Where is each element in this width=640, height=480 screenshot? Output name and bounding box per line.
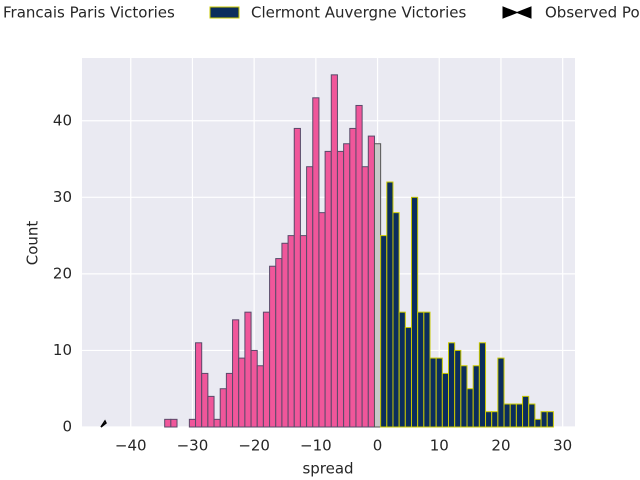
histogram-bar: [522, 395, 530, 428]
histogram-bar: [336, 150, 345, 428]
histogram-bar: [269, 265, 277, 428]
legend-label: Clermont Auvergne Victories: [251, 4, 466, 22]
histogram-bar: [373, 143, 382, 428]
histogram-bar: [330, 74, 338, 428]
histogram-bar: [312, 97, 320, 428]
histogram-bar: [262, 311, 271, 428]
y-tick-label: 40: [53, 111, 72, 129]
histogram-bar: [441, 372, 450, 428]
y-tick-label: 10: [53, 341, 72, 359]
x-tick-label: 20: [491, 437, 510, 455]
histogram-bar: [454, 349, 462, 428]
y-tick-label: 20: [53, 264, 72, 282]
histogram-bar: [466, 388, 474, 428]
histogram-bar: [244, 311, 252, 428]
histogram-bar: [306, 166, 314, 428]
histogram-bar: [164, 418, 172, 428]
histogram-bar: [324, 150, 332, 428]
histogram-bar: [448, 342, 456, 428]
x-tick-label: −20: [238, 437, 270, 455]
histogram-bar: [503, 403, 511, 428]
histogram-bar: [349, 127, 357, 428]
histogram-bar: [478, 342, 487, 428]
histogram-bar: [355, 104, 363, 428]
x-tick-label: 10: [430, 437, 449, 455]
x-axis-label: spread: [302, 460, 353, 478]
histogram-bar: [386, 181, 394, 428]
histogram-bar: [398, 311, 406, 428]
histogram-bar: [256, 365, 264, 428]
x-tick-label: −10: [300, 437, 332, 455]
y-tick-label: 30: [53, 188, 72, 206]
histogram-bar: [201, 372, 209, 428]
legend-label: Francais Paris Victories: [3, 4, 175, 22]
histogram-bar: [435, 357, 443, 428]
histogram-bar: [460, 365, 468, 428]
histogram-bar: [219, 388, 227, 428]
legend-patch: [209, 6, 240, 19]
histogram-bar: [509, 403, 517, 428]
x-tick-label: −40: [115, 437, 147, 455]
histogram-bar: [423, 311, 431, 428]
histogram-bar: [213, 418, 221, 428]
observed-point: [100, 419, 107, 428]
histogram-bar: [275, 258, 283, 428]
histogram-bar: [207, 395, 215, 428]
histogram-bar: [318, 212, 326, 428]
histogram-bar: [343, 143, 351, 428]
y-axis-label: Count: [24, 221, 42, 266]
histogram-bar: [404, 326, 412, 428]
histogram-bar: [361, 166, 369, 428]
histogram-bar: [380, 235, 388, 428]
x-tick-label: 30: [553, 437, 572, 455]
histogram-bar: [281, 242, 289, 428]
histogram-bar: [429, 357, 437, 428]
histogram-bar: [417, 311, 425, 428]
histogram-bar: [232, 319, 240, 428]
histogram-bar: [170, 418, 178, 428]
x-tick-label: 0: [373, 437, 383, 455]
histogram-bar: [367, 135, 375, 428]
histogram-bar: [485, 411, 493, 428]
histogram-bar: [293, 127, 301, 428]
histogram-bar: [515, 403, 524, 428]
legend-label: Observed Po: [545, 4, 640, 22]
histogram-bar: [188, 418, 197, 428]
histogram-bar: [497, 357, 505, 428]
histogram-bar: [410, 196, 419, 428]
histogram-bar: [287, 235, 295, 428]
histogram-bar: [540, 411, 548, 428]
histogram-bar: [528, 403, 536, 428]
x-tick-label: −30: [177, 437, 209, 455]
histogram-bar: [546, 411, 554, 428]
histogram-bar: [225, 372, 234, 428]
histogram-bar: [238, 357, 246, 428]
legend-marker: [502, 6, 532, 19]
histogram-bar: [472, 365, 480, 428]
histogram-bar: [195, 342, 203, 428]
histogram-bar: [534, 418, 542, 428]
histogram-bar: [299, 235, 308, 428]
histogram-bar: [491, 411, 499, 428]
histogram-bar: [250, 349, 258, 428]
histogram-bar: [392, 212, 400, 428]
y-tick-label: 0: [62, 418, 72, 436]
